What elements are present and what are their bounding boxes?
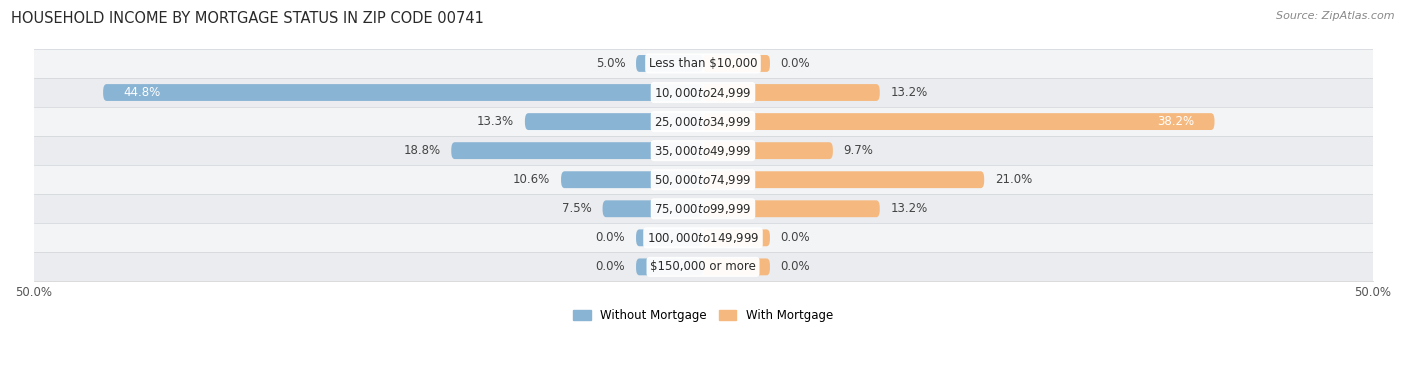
Text: $25,000 to $34,999: $25,000 to $34,999 bbox=[654, 115, 752, 129]
Text: 13.2%: 13.2% bbox=[890, 202, 928, 215]
FancyBboxPatch shape bbox=[103, 84, 703, 101]
Text: $35,000 to $49,999: $35,000 to $49,999 bbox=[654, 144, 752, 158]
Text: 0.0%: 0.0% bbox=[596, 231, 626, 244]
FancyBboxPatch shape bbox=[703, 259, 770, 275]
FancyBboxPatch shape bbox=[703, 171, 984, 188]
Text: 5.0%: 5.0% bbox=[596, 57, 626, 70]
Bar bbox=[34, 165, 1372, 194]
FancyBboxPatch shape bbox=[451, 142, 703, 159]
FancyBboxPatch shape bbox=[703, 142, 832, 159]
FancyBboxPatch shape bbox=[703, 84, 880, 101]
Bar bbox=[34, 252, 1372, 281]
Bar bbox=[34, 107, 1372, 136]
FancyBboxPatch shape bbox=[561, 171, 703, 188]
FancyBboxPatch shape bbox=[603, 200, 703, 217]
Text: 18.8%: 18.8% bbox=[404, 144, 440, 157]
FancyBboxPatch shape bbox=[524, 113, 703, 130]
Text: 0.0%: 0.0% bbox=[780, 261, 810, 273]
FancyBboxPatch shape bbox=[703, 200, 880, 217]
Text: 13.2%: 13.2% bbox=[890, 86, 928, 99]
Legend: Without Mortgage, With Mortgage: Without Mortgage, With Mortgage bbox=[568, 304, 838, 326]
FancyBboxPatch shape bbox=[703, 113, 1215, 130]
Text: $50,000 to $74,999: $50,000 to $74,999 bbox=[654, 173, 752, 187]
Bar bbox=[34, 78, 1372, 107]
Bar bbox=[34, 223, 1372, 252]
Text: 7.5%: 7.5% bbox=[562, 202, 592, 215]
FancyBboxPatch shape bbox=[703, 55, 770, 72]
Text: HOUSEHOLD INCOME BY MORTGAGE STATUS IN ZIP CODE 00741: HOUSEHOLD INCOME BY MORTGAGE STATUS IN Z… bbox=[11, 11, 484, 26]
Text: 38.2%: 38.2% bbox=[1157, 115, 1195, 128]
Text: 44.8%: 44.8% bbox=[124, 86, 160, 99]
Bar bbox=[34, 194, 1372, 223]
Text: $75,000 to $99,999: $75,000 to $99,999 bbox=[654, 202, 752, 216]
Text: 10.6%: 10.6% bbox=[513, 173, 550, 186]
Text: 0.0%: 0.0% bbox=[596, 261, 626, 273]
Text: 0.0%: 0.0% bbox=[780, 231, 810, 244]
Text: $150,000 or more: $150,000 or more bbox=[650, 261, 756, 273]
Text: $100,000 to $149,999: $100,000 to $149,999 bbox=[647, 231, 759, 245]
Bar bbox=[34, 49, 1372, 78]
Text: 13.3%: 13.3% bbox=[477, 115, 515, 128]
Text: 21.0%: 21.0% bbox=[995, 173, 1032, 186]
Bar bbox=[34, 136, 1372, 165]
FancyBboxPatch shape bbox=[703, 229, 770, 246]
Text: Less than $10,000: Less than $10,000 bbox=[648, 57, 758, 70]
FancyBboxPatch shape bbox=[636, 229, 703, 246]
Text: 9.7%: 9.7% bbox=[844, 144, 873, 157]
Text: Source: ZipAtlas.com: Source: ZipAtlas.com bbox=[1277, 11, 1395, 21]
Text: $10,000 to $24,999: $10,000 to $24,999 bbox=[654, 86, 752, 100]
FancyBboxPatch shape bbox=[636, 55, 703, 72]
FancyBboxPatch shape bbox=[636, 259, 703, 275]
Text: 0.0%: 0.0% bbox=[780, 57, 810, 70]
